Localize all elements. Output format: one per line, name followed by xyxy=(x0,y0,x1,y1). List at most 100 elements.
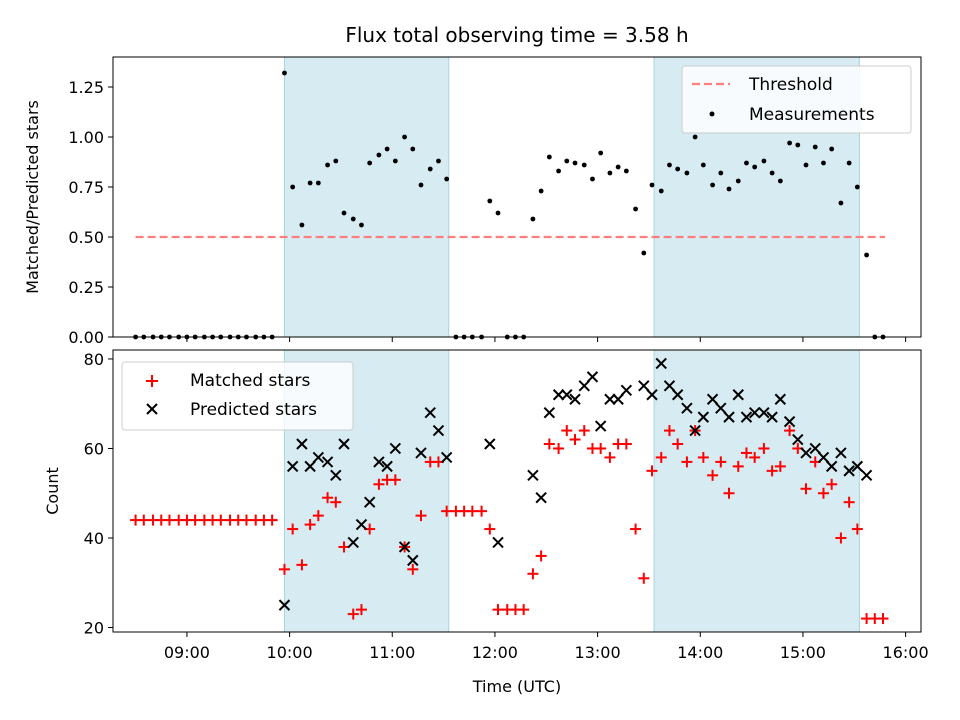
chart-title: Flux total observing time = 3.58 h xyxy=(345,23,688,47)
matched-star-point xyxy=(663,425,675,437)
matched-star-point xyxy=(604,451,616,463)
bottom-y-axis-label: Count xyxy=(43,467,62,515)
matched-star-point xyxy=(578,425,590,437)
measurement-point xyxy=(641,250,647,256)
top-y-axis-label: Matched/Predicted stars xyxy=(23,100,42,294)
predicted-star-point xyxy=(835,447,847,459)
measurement-point xyxy=(427,166,433,172)
measurement-point xyxy=(572,160,578,166)
bottom-y-tick-label: 40 xyxy=(84,529,104,548)
predicted-star-point xyxy=(732,389,744,401)
measurement-point xyxy=(684,170,690,176)
measurement-point xyxy=(726,186,732,192)
matched-star-point xyxy=(715,456,727,468)
measurement-point xyxy=(402,134,407,140)
measurement-point xyxy=(649,182,655,188)
predicted-star-point xyxy=(407,554,419,567)
bottom-shaded-intervals xyxy=(283,349,860,633)
predicted-star-point xyxy=(569,393,581,405)
measurement-point xyxy=(675,166,681,172)
measurement-point xyxy=(795,142,801,148)
matched-star-point xyxy=(347,608,359,620)
bottom-x-tick-label: 13:00 xyxy=(575,643,621,662)
matched-star-point xyxy=(843,496,855,508)
predicted-star-point xyxy=(321,456,334,468)
matched-star-point xyxy=(466,505,478,517)
predicted-star-point xyxy=(286,460,299,473)
matched-star-point xyxy=(492,604,504,616)
bottom-panel: 20 40 60 80 09:00 10:00 11:00 12:00 13:00 14:00 1… xyxy=(43,349,929,696)
matched-star-point xyxy=(630,523,642,535)
matched-star-point xyxy=(707,469,719,481)
predicted-star-point xyxy=(851,460,864,473)
measurement-point xyxy=(769,170,775,176)
measurement-point xyxy=(350,216,356,222)
measurement-point xyxy=(667,162,672,168)
predicted-star-point xyxy=(715,402,727,414)
bottom-x-tick-label: 14:00 xyxy=(677,643,723,662)
legend-matched-label: Matched stars xyxy=(190,371,310,391)
predicted-star-point xyxy=(424,406,436,419)
predicted-star-point xyxy=(304,460,316,473)
matched-star-point xyxy=(646,465,658,477)
predicted-star-point xyxy=(561,389,573,401)
bottom-y-tick-label: 80 xyxy=(84,350,104,369)
predicted-star-point xyxy=(543,406,556,419)
matched-star-point xyxy=(595,442,607,454)
top-y-tick-label: 0.25 xyxy=(68,278,104,297)
measurement-point xyxy=(556,168,561,174)
matched-star-point xyxy=(389,474,401,486)
predicted-star-point xyxy=(338,438,350,450)
measurement-point xyxy=(718,170,724,176)
predicted-star-point xyxy=(535,492,547,504)
measurement-point xyxy=(546,154,552,160)
bottom-shaded-interval-1 xyxy=(653,349,860,633)
predicted-star-point xyxy=(604,393,616,405)
measurement-point xyxy=(384,146,390,152)
matched-star-point xyxy=(800,483,812,495)
matched-star-point xyxy=(697,451,709,463)
top-y-tick-label: 0.00 xyxy=(68,328,104,347)
measurement-point xyxy=(590,176,595,182)
predicted-star-point xyxy=(415,447,427,459)
matched-star-point xyxy=(672,438,684,450)
legend-predicted-label: Predicted stars xyxy=(190,400,317,420)
matched-star-point xyxy=(476,505,488,517)
measurement-point xyxy=(333,158,339,164)
top-x-ticks xyxy=(186,337,907,342)
top-panel: Flux total observing time = 3.58 h 0.00 0… xyxy=(23,23,922,347)
matched-star-point xyxy=(484,523,496,535)
measurement-point xyxy=(633,206,638,212)
matched-star-point xyxy=(561,425,573,437)
matched-star-point xyxy=(638,572,650,584)
bottom-y-tick-label: 60 xyxy=(84,439,104,458)
measurement-point xyxy=(392,158,398,164)
measurement-points xyxy=(133,70,886,340)
measurement-point xyxy=(812,144,818,150)
matched-star-point xyxy=(373,478,385,490)
measurement-point xyxy=(290,184,296,190)
predicted-star-point xyxy=(766,411,778,423)
matched-star-point xyxy=(681,456,693,468)
predicted-star-point xyxy=(860,469,873,482)
predicted-star-point xyxy=(355,518,368,531)
predicted-star-point xyxy=(748,406,761,419)
measurement-point xyxy=(710,182,715,188)
measurement-point xyxy=(761,158,767,164)
matched-star-point xyxy=(774,460,786,472)
top-axes-frame xyxy=(112,56,922,338)
legend-predicted-swatch xyxy=(146,403,158,415)
measurement-point xyxy=(307,180,313,186)
measurement-point xyxy=(325,162,330,168)
matched-star-point xyxy=(732,460,744,472)
matched-star-point xyxy=(278,563,290,575)
matched-star-point xyxy=(163,514,175,526)
measurement-point xyxy=(821,160,826,166)
bottom-x-ticks: 09:00 10:00 11:00 12:00 13:00 14:00 15:00 16:00 xyxy=(164,632,929,662)
predicted-star-point xyxy=(774,393,787,405)
matched-star-point xyxy=(215,514,227,526)
measurement-point xyxy=(598,150,604,156)
measurement-point xyxy=(367,160,373,166)
measurement-point xyxy=(838,200,844,206)
